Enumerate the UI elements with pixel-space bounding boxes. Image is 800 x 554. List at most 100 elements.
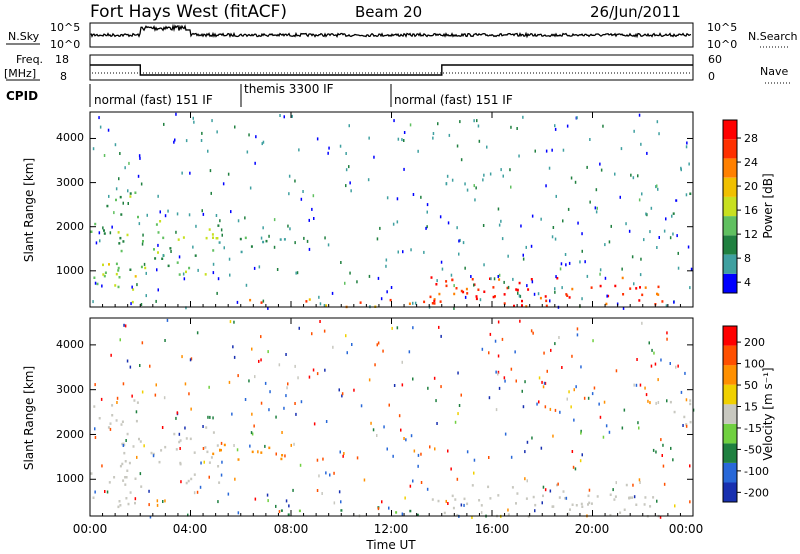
velocity-cell	[644, 496, 647, 499]
velocity-cell	[689, 399, 692, 402]
power-sparse	[412, 301, 414, 305]
velocity-colorbar-tick-label: -15	[744, 422, 762, 435]
power-sparse	[497, 207, 500, 211]
velocity-cell	[588, 501, 591, 505]
velocity-sparse	[543, 351, 545, 355]
power-sparse	[559, 267, 562, 271]
velocity-sparse	[488, 351, 490, 355]
power-sparse	[201, 131, 203, 135]
velocity-cell	[581, 505, 584, 508]
power-cell	[657, 293, 660, 296]
power-ylabel: Slant Range [km]	[22, 158, 36, 262]
power-sparse	[328, 146, 330, 150]
power-sparse	[669, 236, 672, 240]
velocity-cell	[140, 485, 143, 488]
velocity-sparse	[101, 464, 103, 468]
power-cell	[657, 285, 660, 289]
velocity-cell	[205, 426, 208, 429]
power-sparse	[216, 291, 218, 295]
velocity-sparse	[400, 428, 402, 432]
power-cell	[134, 275, 137, 278]
noise-right-tick-bottom: 10^0	[707, 38, 737, 51]
velocity-sparse	[376, 434, 378, 437]
power-cell	[607, 294, 610, 298]
velocity-sparse	[295, 412, 297, 416]
power-sparse	[460, 158, 463, 162]
velocity-sparse	[636, 358, 638, 361]
velocity-cell	[463, 497, 466, 501]
power-sparse	[122, 201, 124, 205]
power-sparse	[589, 200, 591, 204]
power-sparse	[227, 172, 230, 176]
velocity-colorbar-tick-label: -200	[744, 486, 769, 499]
velocity-sparse	[200, 461, 202, 465]
power-sparse	[262, 299, 265, 303]
power-cell	[513, 304, 515, 308]
velocity-sparse	[266, 493, 269, 497]
power-sparse	[522, 253, 524, 257]
velocity-cell	[193, 473, 196, 476]
power-cell	[119, 195, 122, 199]
power-sparse	[581, 297, 583, 301]
velocity-sparse	[672, 458, 674, 462]
power-sparse	[396, 220, 399, 224]
velocity-cell	[121, 420, 124, 423]
power-sparse	[159, 210, 161, 214]
x-axis: 00:00 04:00 08:00 12:00 16:00 20:00 00:0…	[73, 522, 704, 552]
velocity-sparse	[100, 397, 103, 401]
velocity-sparse	[574, 467, 577, 471]
power-cell	[445, 280, 448, 283]
velocity-sparse	[657, 401, 660, 404]
power-cell	[208, 228, 211, 231]
power-sparse	[211, 119, 213, 123]
power-colorbar-tick-label: 16	[744, 204, 758, 217]
power-cell	[477, 288, 480, 291]
velocity-sparse	[94, 427, 96, 431]
velocity-sparse	[257, 450, 259, 454]
power-cell	[205, 236, 208, 240]
velocity-sparse	[429, 445, 431, 449]
velocity-sparse	[633, 383, 635, 387]
power-sparse	[163, 122, 165, 126]
velocity-sparse	[677, 364, 679, 368]
velocity-sparse	[637, 421, 639, 425]
power-sparse	[655, 185, 657, 189]
power-sparse	[323, 304, 326, 307]
power-sparse	[236, 300, 239, 304]
power-sparse	[595, 210, 598, 214]
velocity-cell	[643, 503, 646, 506]
power-sparse	[530, 244, 533, 248]
velocity-sparse	[370, 421, 372, 425]
power-sparse	[685, 193, 688, 197]
power-sparse	[567, 207, 570, 211]
power-cell	[639, 286, 641, 289]
power-cell	[240, 250, 243, 254]
power-cell	[656, 292, 658, 296]
power-cell	[431, 302, 434, 305]
power-cell	[262, 240, 265, 244]
velocity-sparse	[152, 454, 155, 458]
power-sparse	[459, 120, 461, 124]
velocity-sparse	[666, 337, 668, 341]
velocity-cell	[220, 448, 222, 452]
velocity-sparse	[417, 453, 420, 457]
velocity-sparse	[540, 446, 543, 450]
power-sparse	[641, 192, 643, 196]
power-colorbar-swatch	[723, 196, 737, 217]
velocity-sparse	[576, 333, 579, 337]
velocity-sparse	[559, 410, 561, 414]
freq-unit: [MHz]	[4, 67, 36, 80]
power-ytick-1000: 1000	[56, 264, 84, 277]
power-sparse	[139, 156, 141, 160]
power-sparse	[531, 280, 534, 284]
velocity-sparse	[655, 401, 657, 405]
velocity-cell	[489, 497, 492, 500]
power-sparse	[167, 209, 169, 213]
velocity-sparse	[404, 496, 406, 500]
velocity-sparse	[163, 396, 166, 400]
power-cell	[539, 296, 542, 300]
velocity-cell	[187, 479, 190, 483]
power-sparse	[255, 135, 257, 139]
power-sparse	[459, 238, 461, 242]
power-sparse	[507, 254, 509, 258]
